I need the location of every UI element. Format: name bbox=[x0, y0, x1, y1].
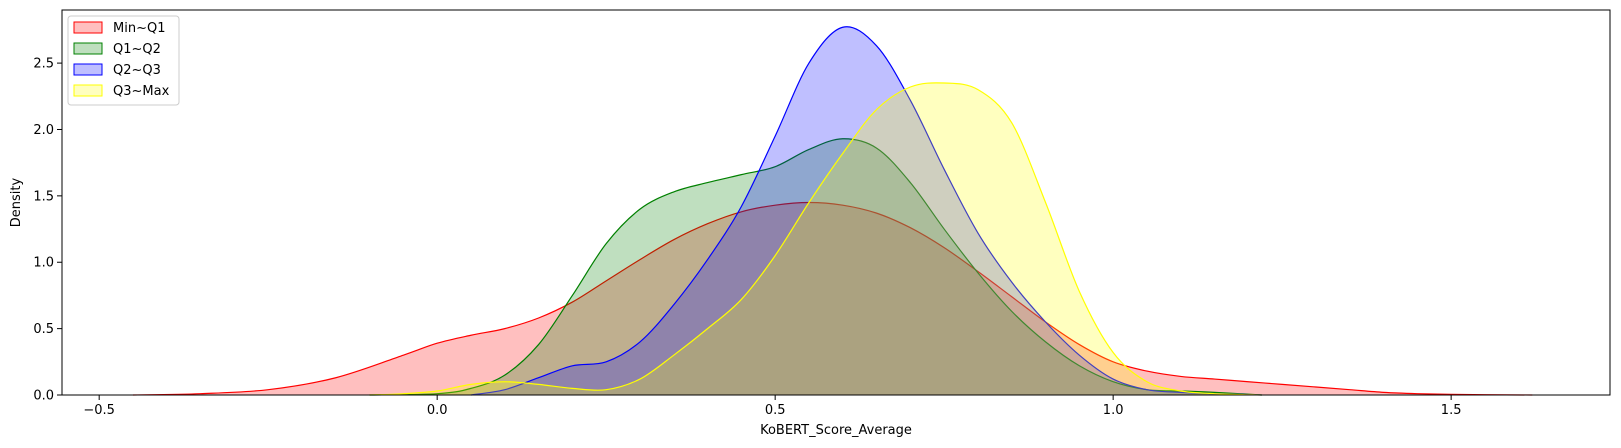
legend-item: Q1~Q2 bbox=[73, 42, 161, 57]
legend-swatch bbox=[73, 42, 103, 55]
series-line-3 bbox=[470, 26, 1262, 396]
x-tick-label: 1.5 bbox=[1441, 403, 1462, 418]
series-area-1 bbox=[132, 202, 1533, 395]
legend-label: Min~Q1 bbox=[113, 21, 165, 36]
series-line-4 bbox=[369, 82, 1262, 396]
legend-label: Q3~Max bbox=[113, 84, 170, 99]
legend-frame bbox=[67, 15, 180, 106]
plot-frame bbox=[61, 9, 1611, 396]
series-area-2 bbox=[369, 138, 1262, 395]
series-area-3 bbox=[470, 26, 1262, 396]
y-axis: 0.0 0.5 1.0 1.5 2.0 2.5 bbox=[33, 57, 62, 404]
x-tick-label: 1.0 bbox=[1103, 403, 1124, 418]
y-tick-label: 2.5 bbox=[33, 57, 54, 72]
legend-label: Q1~Q2 bbox=[113, 42, 161, 57]
legend-swatch bbox=[73, 21, 103, 34]
series-line-1 bbox=[132, 201, 1533, 396]
y-tick-label: 2.0 bbox=[33, 123, 54, 138]
y-tick-label: 0.0 bbox=[33, 389, 54, 404]
legend-swatch bbox=[73, 84, 103, 97]
legend-item: Q2~Q3 bbox=[73, 63, 161, 78]
x-tick-label: 0.0 bbox=[427, 403, 448, 418]
legend-label: Q2~Q3 bbox=[113, 63, 161, 78]
legend: Min~Q1 Q1~Q2 Q2~Q3 Q3~Max bbox=[67, 15, 180, 106]
x-axis-label: KoBERT_Score_Average bbox=[760, 423, 912, 438]
legend-item: Min~Q1 bbox=[73, 21, 165, 36]
y-tick-label: 1.5 bbox=[33, 189, 54, 204]
series-line-2 bbox=[369, 138, 1262, 396]
x-tick-label: −0.5 bbox=[83, 403, 115, 418]
y-tick-label: 0.5 bbox=[33, 322, 54, 337]
series-layer bbox=[132, 26, 1533, 396]
x-axis: −0.5 0.0 0.5 1.0 1.5 bbox=[83, 395, 1461, 418]
y-tick-label: 1.0 bbox=[33, 256, 54, 271]
series-area-4 bbox=[369, 82, 1262, 395]
x-tick-label: 0.5 bbox=[765, 403, 786, 418]
legend-swatch bbox=[73, 63, 103, 76]
y-axis-label: Density bbox=[9, 177, 24, 227]
legend-item: Q3~Max bbox=[73, 84, 170, 99]
